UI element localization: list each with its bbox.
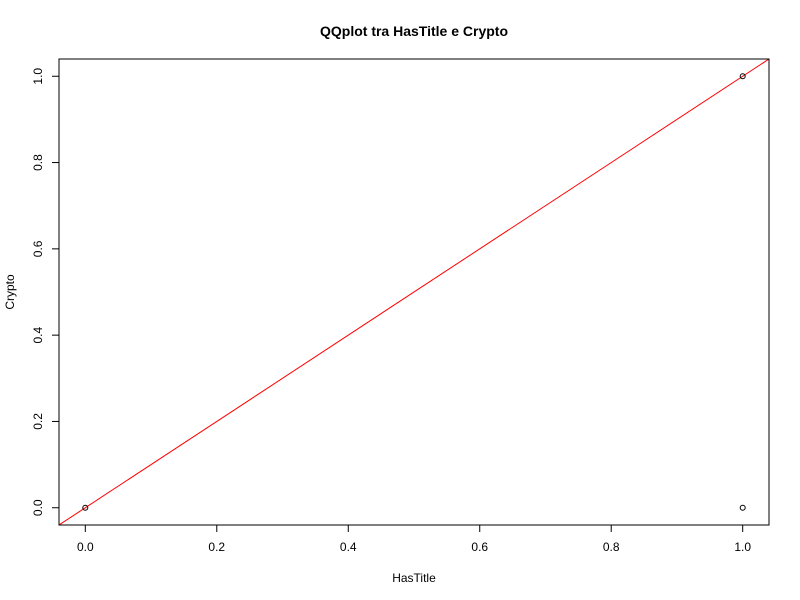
y-tick-label: 0.8 [31,154,45,171]
x-tick-label: 0.6 [471,540,488,554]
data-point [739,73,746,80]
y-tick-label: 0.0 [31,499,45,516]
y-tick-label: 0.6 [31,240,45,257]
x-tick-label: 0.2 [208,540,225,554]
x-tick-label: 0.8 [603,540,620,554]
x-tick-label: 1.0 [734,540,751,554]
y-tick-label: 1.0 [31,68,45,85]
reference-line [59,59,769,525]
data-point [739,504,746,511]
x-tick-label: 0.0 [77,540,94,554]
y-axis: 0.0 0.2 0.4 0.6 0.8 1.0 [31,68,60,516]
y-tick-label: 0.2 [31,413,45,430]
data-points [82,73,746,511]
x-axis-label: HasTitle [392,571,436,585]
x-tick-label: 0.4 [340,540,357,554]
data-point [82,504,89,511]
x-axis: 0.0 0.2 0.4 0.6 0.8 1.0 [77,524,751,554]
chart-title: QQplot tra HasTitle e Crypto [320,23,508,39]
y-axis-label: Crypto [3,274,17,310]
y-tick-label: 0.4 [31,326,45,343]
